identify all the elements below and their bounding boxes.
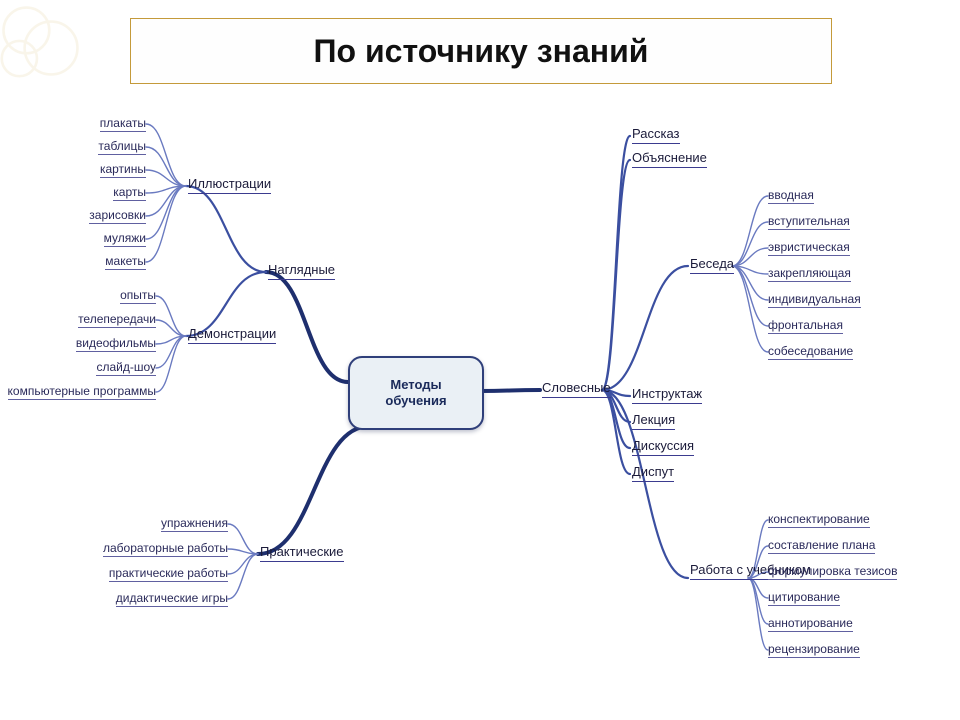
node-label: эвристическая (768, 240, 850, 256)
node-label: формулировка тезисов (768, 564, 897, 580)
node-label: составление плана (768, 538, 875, 554)
node-label: конспектирование (768, 512, 870, 528)
node-label: Лекция (632, 412, 675, 430)
node-label: упражнения (161, 516, 228, 532)
node-label: собеседование (768, 344, 853, 360)
node-label: дидактические игры (116, 591, 228, 607)
node-label: Практические (260, 544, 344, 562)
node-label: муляжи (104, 231, 146, 247)
mindmap-canvas: Методыобучения Наглядные Практические Слов… (0, 0, 960, 720)
node-label: Инструктаж (632, 386, 702, 404)
node-label: фронтальная (768, 318, 843, 334)
node-label: практические работы (109, 566, 228, 582)
node-label: картины (100, 162, 146, 178)
node-label: Диспут (632, 464, 674, 482)
node-label: Демонстрации (188, 326, 276, 344)
node-label: Иллюстрации (188, 176, 271, 194)
node-label: Дискуссия (632, 438, 694, 456)
node-label: Наглядные (268, 262, 335, 280)
node-label: зарисовки (89, 208, 146, 224)
center-node: Методыобучения (348, 356, 484, 430)
node-label: закрепляющая (768, 266, 851, 282)
node-label: слайд-шоу (96, 360, 156, 376)
node-label: аннотирование (768, 616, 853, 632)
node-label: макеты (105, 254, 146, 270)
node-label: цитирование (768, 590, 840, 606)
node-label: карты (113, 185, 146, 201)
node-label: рецензирование (768, 642, 860, 658)
center-node-label: Методыобучения (385, 377, 446, 410)
node-label: плакаты (100, 116, 146, 132)
node-label: Рассказ (632, 126, 680, 144)
node-label: вступительная (768, 214, 850, 230)
node-label: Объяснение (632, 150, 707, 168)
node-label: вводная (768, 188, 814, 204)
node-label: лабораторные работы (103, 541, 228, 557)
node-label: индивидуальная (768, 292, 861, 308)
node-label: компьютерные программы (8, 384, 156, 400)
node-label: видеофильмы (76, 336, 156, 352)
node-label: Словесные (542, 380, 611, 398)
node-label: телепередачи (78, 312, 156, 328)
node-label: таблицы (98, 139, 146, 155)
node-label: Беседа (690, 256, 734, 274)
node-label: опыты (120, 288, 156, 304)
